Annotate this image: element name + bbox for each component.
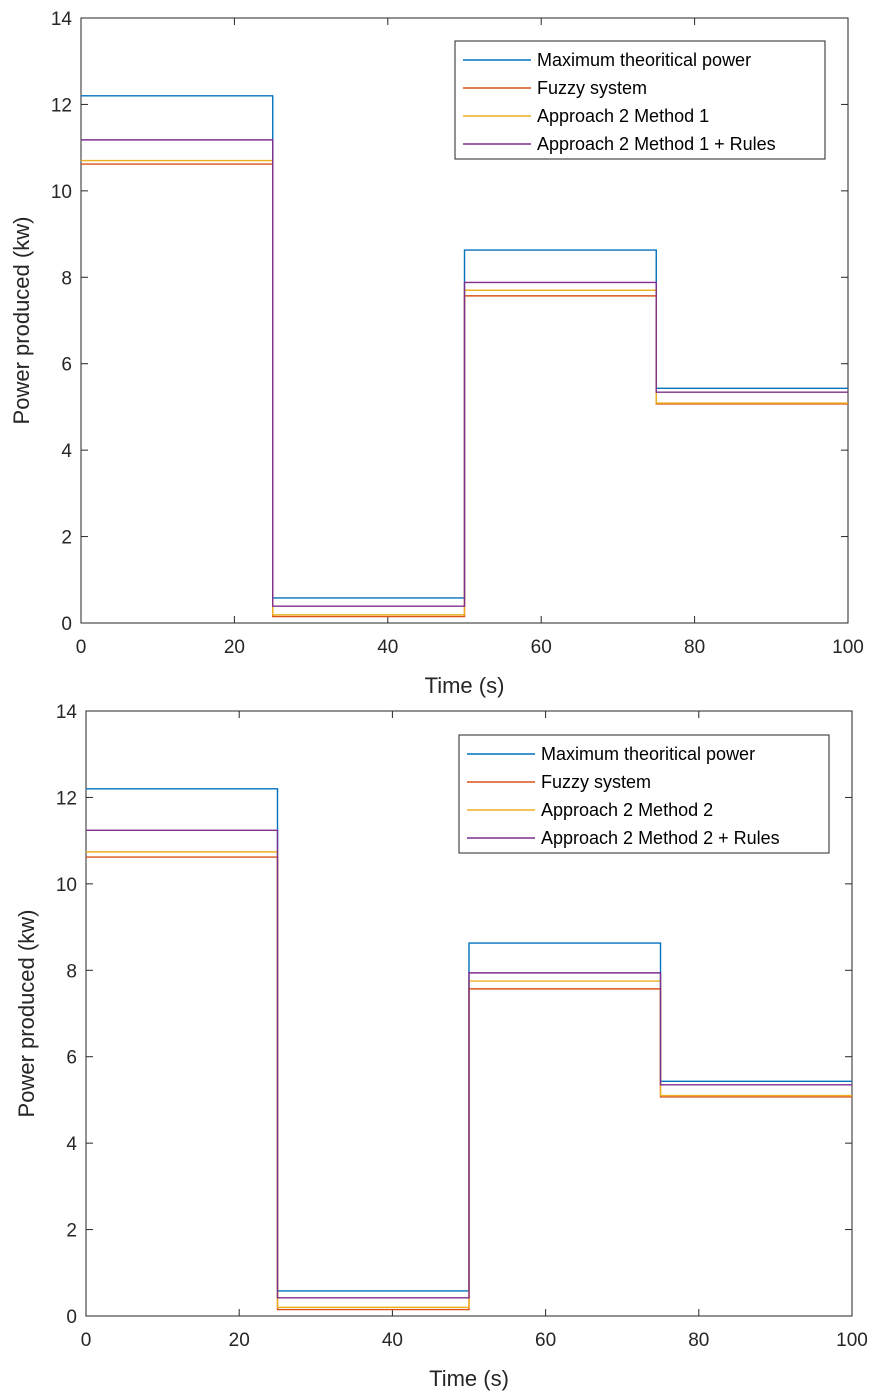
chart-panel-2: 0 20 40 60 80 100 0 2 4 6 8 10 12 14 Time (s) Power pro…: [14, 702, 868, 1391]
y-tick-label: 12: [56, 788, 77, 809]
legend-label: Approach 2 Method 1 + Rules: [537, 134, 776, 154]
y-tick-label: 6: [61, 355, 72, 376]
x-axis-label: Time (s): [429, 1366, 509, 1391]
x-tick-label: 100: [832, 637, 864, 658]
y-tick-label: 12: [51, 95, 72, 116]
x-axis-label: Time (s): [425, 673, 505, 698]
y-tick-label: 2: [61, 528, 72, 549]
legend-label: Fuzzy system: [541, 772, 651, 792]
y-tick-label: 4: [61, 441, 72, 462]
x-tick-label: 80: [684, 637, 705, 658]
series-line-4: [86, 829, 852, 1299]
x-tick-label: 0: [81, 1330, 92, 1351]
legend-label: Approach 2 Method 1: [537, 106, 709, 126]
x-tick-label: 100: [836, 1330, 868, 1351]
series-line-4: [81, 139, 848, 607]
legend-label: Approach 2 Method 2: [541, 800, 713, 820]
x-tick-label: 60: [531, 637, 552, 658]
y-tick-label: 0: [61, 614, 72, 635]
legend-label: Fuzzy system: [537, 78, 647, 98]
y-axis-label: Power produced (kw): [9, 217, 34, 425]
legend: Maximum theoritical power Fuzzy system App…: [454, 40, 826, 160]
y-tick-label: 8: [66, 961, 77, 982]
legend-label: Maximum theoritical power: [537, 50, 751, 70]
y-tick-label: 4: [66, 1134, 77, 1155]
chart-panel-1: 0 20 40 60 80 100 0 2 4 6 8 10 12 14 Time (s) Power pro…: [9, 9, 864, 698]
x-tick-label: 60: [535, 1330, 556, 1351]
legend: Maximum theoritical power Fuzzy system App…: [458, 734, 830, 854]
x-tick-label: 0: [76, 637, 87, 658]
x-tick-label: 80: [688, 1330, 709, 1351]
y-tick-label: 10: [51, 182, 72, 203]
legend-label: Approach 2 Method 2 + Rules: [541, 828, 780, 848]
y-tick-label: 14: [56, 702, 78, 723]
y-tick-label: 0: [66, 1307, 77, 1328]
x-tick-label: 40: [377, 637, 398, 658]
y-tick-label: 6: [66, 1048, 77, 1069]
y-tick-label: 14: [51, 9, 73, 30]
x-tick-label: 20: [224, 637, 245, 658]
y-tick-label: 2: [66, 1221, 77, 1242]
x-tick-label: 40: [382, 1330, 403, 1351]
legend-label: Maximum theoritical power: [541, 744, 755, 764]
y-tick-label: 8: [61, 268, 72, 289]
y-tick-label: 10: [56, 875, 77, 896]
y-axis-label: Power produced (kw): [14, 910, 39, 1118]
x-tick-label: 20: [229, 1330, 250, 1351]
